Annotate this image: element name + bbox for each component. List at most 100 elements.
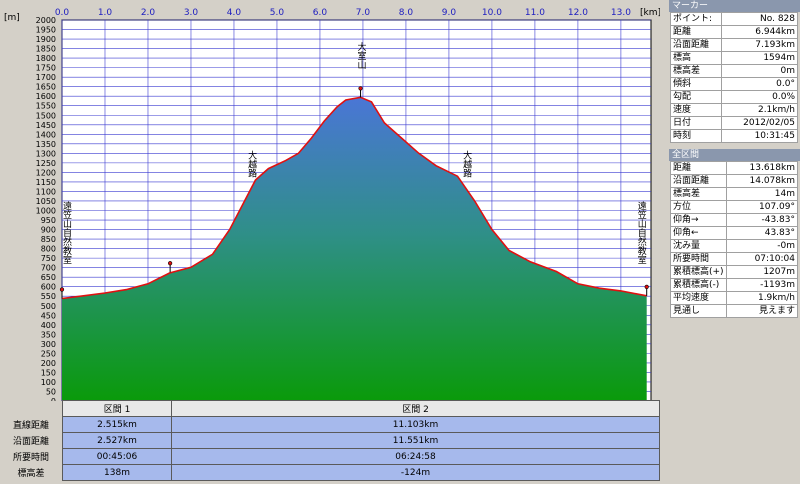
y-tick-label: 550 [41,292,56,301]
y-tick-label: 1000 [36,207,56,216]
section-2-value: 11.551km [171,432,660,449]
annotation-label: 遠笠山自然教室 [61,200,72,264]
panel-key: 累積標高(-) [670,278,727,292]
x-tick-label: 10.0 [482,8,502,18]
row-label: 所要時間 [0,448,63,465]
x-tick-label: 8.0 [399,8,414,18]
y-tick-label: 700 [41,264,56,273]
panel-key: 標高 [670,51,722,65]
y-tick-label: 150 [41,368,56,377]
y-tick-label: 1100 [36,187,56,196]
panel-key: 傾斜 [670,77,722,91]
panel-value: 07:10:04 [725,252,799,266]
panel-value: 14m [725,187,799,201]
panel-key: 距離 [670,25,722,39]
row-label: 沿面距離 [0,432,63,449]
x-tick-label: 12.0 [568,8,588,18]
y-tick-label: 1700 [36,73,56,82]
all-panel-table: 距離 13.618km 沿面距離 14.078km 標高差 14m 方位 107.09°… [670,161,799,318]
y-tick-label: 400 [41,321,56,330]
annotation-label: 大越路 [461,150,472,179]
y-tick-label: 1200 [36,168,56,177]
y-tick-label: 1650 [36,83,56,92]
panel-key: 方位 [670,200,727,214]
y-unit-label: [m] [4,13,20,23]
y-tick-label: 1400 [36,130,56,139]
x-tick-label: 11.0 [525,8,545,18]
y-tick-label: 50 [46,387,56,396]
panel-key: 仰角← [670,226,727,240]
panel-key: 速度 [670,103,722,117]
marker-head[interactable] [644,284,649,289]
y-tick-label: 850 [41,235,56,244]
y-tick-label: 750 [41,254,56,263]
annotation-label: 大室山 [356,41,367,69]
y-tick-label: 100 [41,378,56,387]
y-tick-label: 800 [41,245,56,254]
y-tick-label: 650 [41,273,56,282]
section-1-value: 00:45:06 [62,448,172,465]
panel-value: 2012/02/05 [721,116,798,130]
panel-value: 1594m [721,51,798,65]
panel-value: -0m [725,239,799,253]
elevation-chart[interactable]: 0.0 1.0 2.0 3.0 4.0 5.0 6.0 7.0 8.0 9.0 10.0 11.0 12… [0,0,660,402]
elevation-profile-line [61,96,647,300]
y-tick-label: 950 [41,216,56,225]
y-tick-label: 1950 [36,26,56,35]
elevation-area [62,97,647,402]
y-tick-label: 1750 [36,64,56,73]
marker-head[interactable] [168,261,173,266]
section-1-value: 138m [62,464,172,481]
section-table: 区間 1 区間 2 直線距離 2.515km 11.103km 沿面距離 2.5… [0,400,660,481]
panel-value: -43.83° [725,213,799,227]
panel-value: 0.0% [721,90,798,104]
y-tick-label: 300 [41,340,56,349]
panel-key: 見通し [670,304,727,318]
section-1-value: 2.515km [62,416,172,433]
panel-key: 沿面距離 [670,174,727,188]
x-tick-label: 0.0 [55,8,70,18]
x-tick-label: 1.0 [98,8,113,18]
all-panel-title: 全区間 [669,149,800,161]
panel-key: 所要時間 [670,252,727,266]
panel-value: 10:31:45 [721,129,798,143]
panel-key: 沈み量 [670,239,727,253]
y-tick-label: 2000 [36,16,56,25]
marker-head[interactable] [59,287,65,292]
panel-key: 平均速度 [670,291,727,305]
x-tick-label: 13.0 [611,8,631,18]
y-tick-label: 1500 [36,111,56,120]
y-tick-label: 250 [41,349,56,358]
panel-value: 6.944km [721,25,798,39]
x-tick-label: 4.0 [227,8,242,18]
annotation-label: 大越路 [246,150,257,179]
row-label: 直線距離 [0,416,63,433]
y-tick-label: 1250 [36,159,56,168]
info-panel: マーカー ポイント: No. 828 距離 6.944km 沿面距離 7.193km … [669,0,800,484]
y-tick-label: 500 [41,302,56,311]
x-tick-label: 5.0 [270,8,285,18]
marker-panel-table: ポイント: No. 828 距離 6.944km 沿面距離 7.193km 標高 159… [670,12,798,143]
x-tick-label: 3.0 [184,8,199,18]
y-tick-label: 350 [41,330,56,339]
section-1-header[interactable]: 区間 1 [62,400,172,417]
x-tick-label: 7.0 [356,8,371,18]
y-tick-label: 200 [41,359,56,368]
panel-key: ポイント: [670,12,722,26]
marker-head[interactable] [358,86,363,91]
panel-value: 1.9km/h [725,291,799,305]
panel-key: 仰角→ [670,213,727,227]
section-2-header[interactable]: 区間 2 [171,400,660,417]
x-tick-label: 6.0 [313,8,328,18]
section-table-area: 区間 1 区間 2 直線距離 2.515km 11.103km 沿面距離 2.5… [0,400,660,484]
y-tick-label: 1800 [36,54,56,63]
panel-key: 標高差 [670,64,722,78]
panel-value: 7.193km [721,38,798,52]
panel-value: -1193m [725,278,799,292]
y-tick-label: 450 [41,311,56,320]
panel-key: 累積標高(+) [670,265,727,279]
section-2-value: -124m [171,464,660,481]
y-tick-label: 1350 [36,140,56,149]
panel-key: 沿面距離 [670,38,722,52]
y-tick-label: 900 [41,226,56,235]
